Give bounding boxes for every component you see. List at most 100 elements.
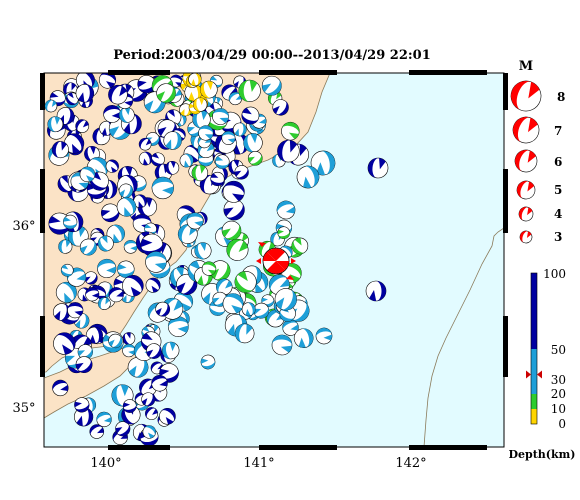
earthquake-marker bbox=[75, 119, 90, 133]
earthquake-marker bbox=[146, 343, 162, 359]
depth-tick-label: 30 bbox=[551, 373, 566, 387]
earthquake-marker bbox=[145, 251, 167, 273]
earthquake-marker bbox=[293, 328, 314, 348]
earthquake-markers bbox=[44, 73, 389, 447]
earthquake-marker bbox=[200, 80, 218, 99]
x-tick-label: 142° bbox=[395, 456, 426, 471]
earthquake-marker bbox=[159, 407, 176, 425]
earthquake-marker bbox=[97, 297, 111, 310]
earthquake-marker bbox=[215, 154, 230, 169]
earthquake-marker bbox=[232, 122, 247, 137]
earthquake-marker bbox=[226, 238, 249, 261]
depth-color-band bbox=[531, 273, 537, 349]
earthquake-marker bbox=[127, 356, 149, 378]
earthquake-marker bbox=[105, 159, 119, 173]
earthquake-marker bbox=[163, 131, 182, 150]
magnitude-label: 8 bbox=[557, 90, 565, 104]
earthquake-marker bbox=[241, 302, 256, 317]
depth-color-band bbox=[531, 349, 537, 394]
earthquake-marker bbox=[47, 116, 64, 133]
earthquake-marker bbox=[122, 343, 136, 358]
earthquake-marker bbox=[115, 421, 131, 437]
earthquake-marker bbox=[296, 165, 320, 189]
frame-bar bbox=[503, 169, 508, 233]
earthquake-marker bbox=[238, 79, 261, 103]
earthquake-marker bbox=[142, 425, 157, 439]
earthquake-marker bbox=[48, 212, 71, 235]
earthquake-marker bbox=[60, 263, 74, 277]
frame-bar bbox=[108, 70, 170, 75]
earthquake-marker bbox=[365, 280, 387, 302]
earthquake-marker bbox=[291, 237, 309, 255]
earthquake-marker bbox=[194, 242, 212, 260]
period-title: Period:2003/04/29 00:00--2013/04/29 22:0… bbox=[113, 48, 431, 63]
y-tick-label: 35° bbox=[12, 401, 35, 416]
frame-bar bbox=[40, 73, 45, 110]
magnitude-label: 6 bbox=[554, 155, 562, 169]
earthquake-marker bbox=[58, 239, 73, 254]
earthquake-marker bbox=[122, 275, 144, 297]
earthquake-marker bbox=[55, 281, 77, 303]
earthquake-marker bbox=[234, 323, 255, 344]
frame-bar bbox=[503, 73, 508, 110]
magnitude-label: 3 bbox=[554, 230, 562, 244]
earthquake-marker bbox=[141, 392, 156, 407]
magnitude-legend-ball bbox=[519, 230, 533, 244]
magnitude-legend-ball bbox=[510, 80, 542, 112]
earthquake-marker bbox=[117, 260, 135, 278]
earthquake-marker bbox=[97, 235, 114, 252]
main-shock-marker bbox=[256, 242, 296, 280]
earthquake-marker bbox=[253, 302, 270, 319]
earthquake-marker bbox=[138, 137, 152, 151]
earthquake-marker bbox=[192, 110, 211, 129]
depth-color-band bbox=[531, 409, 537, 424]
earthquake-marker bbox=[179, 153, 194, 168]
earthquake-marker bbox=[221, 131, 236, 145]
earthquake-marker bbox=[234, 270, 257, 293]
depth-marker-arrow bbox=[537, 370, 542, 379]
earthquake-marker bbox=[133, 194, 148, 209]
earthquake-marker bbox=[272, 99, 289, 116]
depth-bar-border bbox=[530, 272, 538, 425]
depth-tick-label: 0 bbox=[558, 417, 566, 431]
earthquake-marker bbox=[282, 319, 299, 336]
earthquake-marker bbox=[222, 180, 245, 203]
earthquake-marker bbox=[64, 133, 85, 154]
earthquake-marker bbox=[52, 379, 69, 397]
earthquake-marker bbox=[310, 150, 336, 176]
earthquake-marker bbox=[79, 166, 96, 183]
frame-bar bbox=[40, 316, 45, 377]
earthquake-marker bbox=[198, 125, 214, 141]
earthquake-marker bbox=[210, 171, 225, 187]
earthquake-marker bbox=[122, 332, 136, 345]
earthquake-marker bbox=[145, 277, 161, 293]
y-tick-label: 36° bbox=[12, 219, 35, 234]
magnitude-label: 5 bbox=[554, 183, 562, 197]
earthquake-marker bbox=[44, 99, 58, 113]
earthquake-marker bbox=[261, 75, 282, 96]
earthquake-marker bbox=[274, 288, 297, 311]
trench-line bbox=[423, 227, 504, 447]
earthquake-marker bbox=[123, 240, 138, 254]
earthquake-marker bbox=[156, 83, 176, 103]
earthquake-marker bbox=[241, 106, 260, 125]
earthquake-marker bbox=[53, 332, 76, 355]
earthquake-marker bbox=[276, 200, 296, 220]
earthquake-marker bbox=[186, 212, 204, 230]
magnitude-legend-ball bbox=[512, 116, 540, 144]
earthquake-marker bbox=[62, 214, 78, 230]
x-tick-label: 141° bbox=[243, 456, 274, 471]
x-tick-label: 140° bbox=[90, 456, 121, 471]
earthquake-marker bbox=[151, 176, 174, 200]
earthquake-marker bbox=[108, 287, 124, 303]
depth-tick-label: 10 bbox=[551, 402, 566, 416]
magnitude-legend-ball bbox=[514, 149, 538, 173]
magnitude-label: 7 bbox=[554, 124, 562, 138]
earthquake-marker bbox=[222, 293, 244, 315]
earthquake-marker bbox=[122, 399, 137, 413]
earthquake-marker bbox=[118, 183, 134, 198]
earthquake-marker bbox=[77, 344, 93, 360]
frame-bar bbox=[259, 70, 337, 75]
earthquake-marker bbox=[89, 424, 105, 439]
earthquake-marker bbox=[234, 165, 249, 180]
